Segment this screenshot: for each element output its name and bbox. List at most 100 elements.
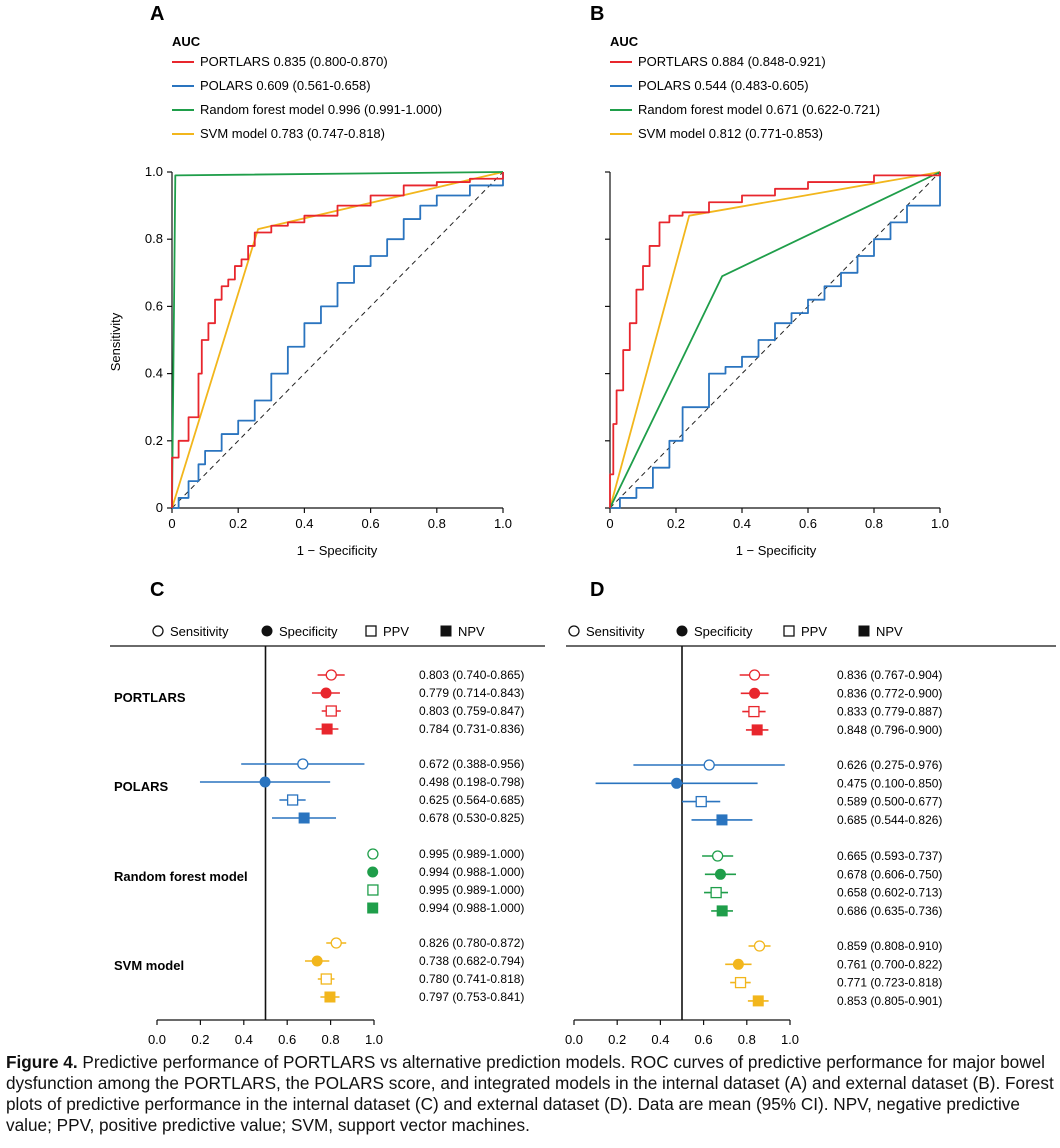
- figure-caption: Figure 4. Predictive performance of PORT…: [6, 1052, 1056, 1136]
- value-label-d-polars-ppv: 0.589 (0.500-0.677): [837, 795, 942, 809]
- legend-label-d-specificity: Specificity: [694, 624, 753, 639]
- point-d-portlars-npv: [751, 724, 763, 736]
- value-label-d-polars-npv: 0.685 (0.544-0.826): [837, 813, 942, 827]
- group-label-c-portlars: PORTLARS: [114, 690, 186, 705]
- x-tick-label-d: 0.2: [608, 1032, 626, 1047]
- point-d-svm-model-npv: [752, 995, 764, 1007]
- point-d-svm-model-ppv: [734, 976, 747, 989]
- point-d-polars-ppv: [695, 795, 707, 808]
- legend-marker-c-ppv: [365, 625, 377, 637]
- roc-curve-b-polars: [610, 172, 941, 509]
- legend-label-a-svm-model: SVM model 0.783 (0.747-0.818): [200, 126, 385, 141]
- legend-marker-c-sensitivity: [152, 625, 164, 637]
- x-tick-label-a: 0: [168, 516, 175, 531]
- value-label-c-random-forest-model-specificity: 0.994 (0.988-1.000): [419, 865, 524, 879]
- legend-label-b-polars: POLARS 0.544 (0.483-0.605): [638, 78, 809, 93]
- x-tick-label-d: 0.8: [738, 1032, 756, 1047]
- x-tick-label-d: 1.0: [781, 1032, 799, 1047]
- value-label-d-random-forest-model-npv: 0.686 (0.635-0.736): [837, 904, 942, 918]
- y-tick-label-a: 0.2: [145, 433, 163, 448]
- legend-label-a-portlars: PORTLARS 0.835 (0.800-0.870): [200, 54, 388, 69]
- panel-letter-b: B: [590, 3, 604, 25]
- panel-letter-d: D: [590, 579, 604, 601]
- x-tick-label-c: 0.6: [278, 1032, 296, 1047]
- point-d-svm-model-specificity: [732, 958, 744, 970]
- legend-label-b-portlars: PORTLARS 0.884 (0.848-0.921): [638, 54, 826, 69]
- value-label-d-svm-model-specificity: 0.761 (0.700-0.822): [837, 957, 942, 971]
- x-tick-label-c: 0.2: [191, 1032, 209, 1047]
- value-label-d-svm-model-npv: 0.853 (0.805-0.901): [837, 994, 942, 1008]
- value-label-d-random-forest-model-specificity: 0.678 (0.606-0.750): [837, 867, 942, 881]
- point-c-svm-model-specificity: [311, 955, 323, 967]
- forest-plot-d: Sensitivity Specificity PPV NPV 0.0 0.2 0.4 0.6…: [565, 624, 1056, 1047]
- point-c-polars-sensitivity: [297, 758, 309, 770]
- point-d-portlars-ppv: [748, 705, 760, 718]
- legend-marker-d-ppv: [783, 625, 795, 637]
- value-label-c-polars-sensitivity: 0.672 (0.388-0.956): [419, 757, 524, 771]
- roc-legend-b: PORTLARS 0.884 (0.848-0.921) POLARS 0.544…: [610, 54, 880, 141]
- panel-letter-c: C: [150, 579, 164, 601]
- legend-label-d-ppv: PPV: [801, 624, 827, 639]
- value-label-c-svm-model-ppv: 0.780 (0.741-0.818): [419, 972, 524, 986]
- point-d-svm-model-sensitivity: [753, 940, 766, 952]
- auc-legend-title-b: AUC: [610, 34, 639, 49]
- value-label-d-polars-sensitivity: 0.626 (0.275-0.976): [837, 758, 942, 772]
- value-label-d-svm-model-ppv: 0.771 (0.723-0.818): [837, 976, 942, 990]
- caption-label: Figure 4.: [6, 1052, 78, 1072]
- roc-legend-a: PORTLARS 0.835 (0.800-0.870) POLARS 0.609…: [172, 54, 442, 141]
- value-label-c-random-forest-model-ppv: 0.995 (0.989-1.000): [419, 883, 524, 897]
- value-label-d-portlars-specificity: 0.836 (0.772-0.900): [837, 686, 942, 700]
- legend-label-d-npv: NPV: [876, 624, 903, 639]
- legend-label-c-ppv: PPV: [383, 624, 409, 639]
- roc-curve-a-polars: [172, 172, 504, 509]
- value-label-c-polars-ppv: 0.625 (0.564-0.685): [419, 793, 524, 807]
- x-tick-label-d: 0.0: [565, 1032, 583, 1047]
- y-tick-label-a: 1.0: [145, 164, 163, 179]
- figure-4: A B C D AUC AUC PORTLARS 0.835 (0.800-0.…: [108, 3, 1056, 1047]
- x-tick-label-b: 0: [606, 516, 613, 531]
- point-c-portlars-sensitivity: [325, 669, 337, 681]
- point-c-svm-model-sensitivity: [330, 937, 342, 949]
- roc-curve-a-portlars: [171, 172, 504, 508]
- point-d-polars-sensitivity: [703, 759, 715, 771]
- value-label-d-portlars-sensitivity: 0.836 (0.767-0.904): [837, 668, 942, 682]
- value-label-d-random-forest-model-sensitivity: 0.665 (0.593-0.737): [837, 849, 942, 863]
- point-c-portlars-npv: [321, 723, 333, 735]
- legend-marker-d-specificity: [676, 625, 688, 637]
- value-label-c-random-forest-model-npv: 0.994 (0.988-1.000): [419, 901, 524, 915]
- point-c-portlars-specificity: [320, 687, 332, 699]
- point-d-random-forest-model-sensitivity: [711, 850, 724, 862]
- y-tick-label-a: 0: [156, 500, 163, 515]
- value-label-d-random-forest-model-ppv: 0.658 (0.602-0.713): [837, 886, 942, 900]
- roc-curve-a-svm-model: [171, 171, 504, 509]
- group-label-c-svm-model: SVM model: [114, 958, 184, 973]
- legend-label-b-random-forest-model: Random forest model 0.671 (0.622-0.721): [638, 102, 880, 117]
- legend-marker-d-npv: [858, 625, 870, 637]
- x-tick-label-a: 1.0: [494, 516, 512, 531]
- x-tick-label-a: 0.6: [362, 516, 380, 531]
- group-label-c-polars: POLARS: [114, 779, 169, 794]
- roc-a-ylabel: Sensitivity: [108, 312, 123, 371]
- point-d-random-forest-model-specificity: [714, 868, 726, 880]
- auc-legend-title-a: AUC: [172, 34, 201, 49]
- legend-label-b-svm-model: SVM model 0.812 (0.771-0.853): [638, 126, 823, 141]
- point-d-random-forest-model-ppv: [710, 886, 722, 899]
- point-c-random-forest-model-ppv: [367, 884, 379, 896]
- point-c-random-forest-model-sensitivity: [367, 848, 379, 860]
- value-label-c-portlars-specificity: 0.779 (0.714-0.843): [419, 686, 524, 700]
- value-label-c-svm-model-specificity: 0.738 (0.682-0.794): [419, 954, 524, 968]
- panel-letter-a: A: [150, 3, 164, 25]
- x-tick-label-a: 0.8: [428, 516, 446, 531]
- x-tick-label-d: 0.6: [695, 1032, 713, 1047]
- point-d-random-forest-model-npv: [716, 905, 728, 917]
- legend-label-c-npv: NPV: [458, 624, 485, 639]
- y-tick-label-a: 0.6: [145, 298, 163, 313]
- value-label-c-portlars-npv: 0.784 (0.731-0.836): [419, 722, 524, 736]
- x-tick-label-b: 0.6: [799, 516, 817, 531]
- point-c-polars-specificity: [259, 776, 271, 788]
- x-tick-label-a: 0.2: [229, 516, 247, 531]
- roc-plot-b: 0 0.2 0.4 0.6 0.8 1.0: [605, 171, 949, 531]
- roc-curve-a-random-forest-model: [171, 171, 504, 509]
- point-d-portlars-specificity: [749, 687, 761, 699]
- point-c-polars-ppv: [286, 794, 299, 806]
